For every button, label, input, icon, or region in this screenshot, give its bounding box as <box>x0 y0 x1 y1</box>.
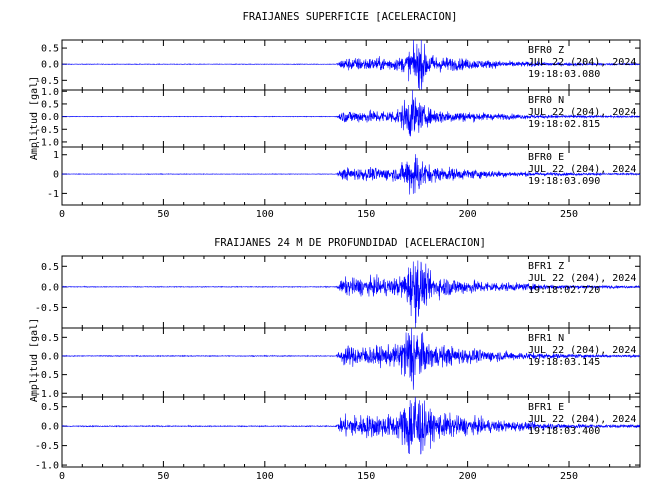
fig0-panel-bfr0-n-ytick-label-4: -1.0 <box>35 137 59 148</box>
fig1-panel-bfr1-n-ytick-label-3: -1.0 <box>35 389 59 400</box>
fig1-panel-bfr1-e-ytick-label-2: -0.5 <box>35 441 59 452</box>
fig1-panel-bfr1-z-ytick-label-0: 0.5 <box>41 262 59 273</box>
fig1-panel-bfr1-e-ytick-label-3: -1.0 <box>35 461 59 472</box>
fig1-xtick-label-5: 250 <box>560 471 578 482</box>
chart-title-depth: FRAIJANES 24 M DE PROFUNDIDAD [ACELERACI… <box>214 237 486 249</box>
fig0-panel-bfr0-e-ytick-label-1: 0 <box>53 170 59 181</box>
fig0-panel-bfr0-e-ytick-label-2: -1 <box>47 189 59 200</box>
fig0-panel-bfr0-z-trace <box>61 39 641 91</box>
fig0-panel-bfr0-e-frame <box>61 146 641 206</box>
fig0-panel-bfr0-z-station-label: BFR0 Z <box>528 45 564 56</box>
fig1-panel-bfr1-z-ytick-label-2: -0.5 <box>35 303 59 314</box>
fig0-panel-bfr0-z-time-label: 19:18:03.080 <box>528 69 600 80</box>
chart-title-surface: FRAIJANES SUPERFICIE [ACELERACION] <box>243 11 458 23</box>
fig0-panel-bfr0-n-ytick-label-1: 0.5 <box>41 99 59 110</box>
fig1-panel-bfr1-z-ytick-label-1: 0.0 <box>41 282 59 293</box>
fig0-panel-bfr0-z-date-label: JUL 22 (204), 2024 <box>528 57 636 68</box>
fig1-panel-bfr1-e-date-label: JUL 22 (204), 2024 <box>528 414 636 425</box>
fig0-xtick-label-4: 200 <box>459 209 477 220</box>
y-axis-label-depth: Amplitud [gal] <box>29 318 40 402</box>
fig0-xtick-label-1: 50 <box>157 209 169 220</box>
fig1-xtick-label-3: 150 <box>357 471 375 482</box>
fig0-panel-bfr0-e-station-label: BFR0 E <box>528 152 564 163</box>
fig0-panel-bfr0-z-ytick-label-1: 0.0 <box>41 60 59 71</box>
fig1-panel-bfr1-n-time-label: 19:18:03.145 <box>528 357 600 368</box>
fig0-panel-bfr0-z-ytick-label-2: -0.5 <box>35 76 59 87</box>
fig0-panel-bfr0-e-ytick-label-0: 1 <box>53 150 59 161</box>
fig1-panel-bfr1-z-time-label: 19:18:02.720 <box>528 285 600 296</box>
fig1-xtick-label-1: 50 <box>157 471 169 482</box>
fig0-panel-bfr0-n-ytick-label-3: -0.5 <box>35 125 59 136</box>
fig0-xtick-label-5: 250 <box>560 209 578 220</box>
fig1-xtick-label-0: 0 <box>59 471 65 482</box>
fig0-panel-bfr0-e-trace <box>61 154 641 195</box>
fig0-panel-bfr0-n-time-label: 19:18:02.815 <box>528 119 600 130</box>
fig1-xtick-label-2: 100 <box>256 471 274 482</box>
fig1-panel-bfr1-e-ytick-label-0: 0.5 <box>41 402 59 413</box>
y-axis-label-surface: Amplitud [gal] <box>29 76 40 160</box>
fig0-xtick-label-3: 150 <box>357 209 375 220</box>
fig0-panel-bfr0-n-station-label: BFR0 N <box>528 95 564 106</box>
fig1-panel-bfr1-e-trace <box>61 396 641 455</box>
fig1-panel-bfr1-n-station-label: BFR1 N <box>528 333 564 344</box>
fig0-panel-bfr0-e-date-label: JUL 22 (204), 2024 <box>528 164 636 175</box>
fig1-panel-bfr1-e-station-label: BFR1 E <box>528 402 564 413</box>
fig1-panel-bfr1-z-station-label: BFR1 Z <box>528 261 564 272</box>
fig0-xtick-label-2: 100 <box>256 209 274 220</box>
fig1-panel-bfr1-z-trace <box>61 260 641 328</box>
fig0-xtick-label-0: 0 <box>59 209 65 220</box>
fig1-xtick-label-4: 200 <box>459 471 477 482</box>
fig0-panel-bfr0-n-trace <box>61 89 641 137</box>
fig0-panel-bfr0-n-ytick-label-2: 0.0 <box>41 112 59 123</box>
fig1-panel-bfr1-e-frame <box>61 396 641 468</box>
fig0-panel-bfr0-z-ytick-label-0: 0.5 <box>41 44 59 55</box>
fig1-panel-bfr1-z-date-label: JUL 22 (204), 2024 <box>528 273 636 284</box>
fig1-panel-bfr1-n-date-label: JUL 22 (204), 2024 <box>528 345 636 356</box>
fig0-panel-bfr0-n-date-label: JUL 22 (204), 2024 <box>528 107 636 118</box>
fig1-panel-bfr1-e-time-label: 19:18:03.400 <box>528 426 600 437</box>
fig1-panel-bfr1-n-trace <box>61 327 641 390</box>
fig0-panel-bfr0-n-ytick-label-0: 1.0 <box>41 87 59 98</box>
fig1-panel-bfr1-n-ytick-label-2: -0.5 <box>35 370 59 381</box>
fig1-panel-bfr1-n-ytick-label-0: 0.5 <box>41 333 59 344</box>
fig1-panel-bfr1-e-ytick-label-1: 0.0 <box>41 422 59 433</box>
fig1-panel-bfr1-n-ytick-label-1: 0.0 <box>41 351 59 362</box>
fig0-panel-bfr0-e-time-label: 19:18:03.090 <box>528 176 600 187</box>
